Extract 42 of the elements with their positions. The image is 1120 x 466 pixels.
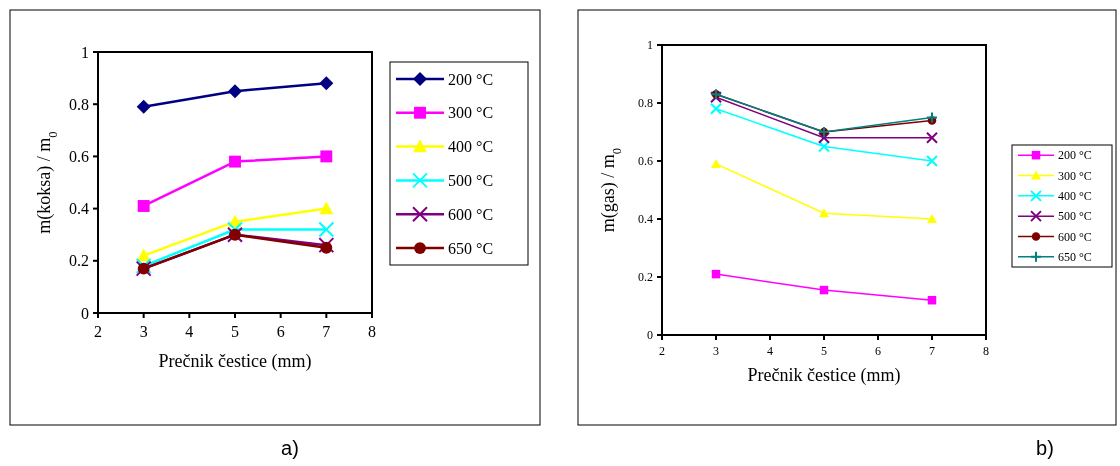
legend-label: 650 °C [448, 239, 494, 257]
x-axis-title: Prečnik čestice (mm) [747, 365, 901, 386]
y-tick-label: 0.6 [69, 148, 89, 165]
x-tick-label: 3 [139, 323, 148, 340]
legend-label: 500 °C [448, 172, 494, 190]
legend-label: 200 °C [1058, 148, 1092, 163]
x-tick-label: 2 [94, 323, 102, 340]
y-tick-label: 0.6 [638, 154, 653, 169]
y-tick-label: 1 [647, 38, 653, 53]
x-tick-label: 4 [767, 344, 773, 358]
y-tick-label: 0.2 [69, 252, 89, 270]
y-tick-label: 0 [81, 304, 89, 322]
y-tick-label: 1 [81, 43, 89, 61]
legend-label: 600 °C [1058, 229, 1092, 244]
legend-label: 400 °C [448, 138, 494, 156]
x-tick-label: 3 [713, 344, 719, 358]
x-tick-label: 5 [231, 323, 239, 340]
x-tick-label: 7 [322, 323, 331, 340]
legend-label: 650 °C [1058, 250, 1092, 265]
legend-label: 400 °C [1058, 189, 1092, 204]
legend-label: 600 °C [448, 205, 494, 223]
legend-label: 200 °C [448, 70, 494, 88]
x-tick-label: 5 [821, 344, 827, 358]
x-tick-label: 8 [368, 323, 376, 340]
y-tick-label: 0.2 [638, 270, 653, 285]
x-tick-label: 2 [659, 344, 665, 358]
y-tick-label: 0.4 [638, 212, 653, 227]
x-tick-label: 7 [929, 344, 935, 358]
x-tick-label: 4 [185, 323, 194, 340]
legend-label: 300 °C [448, 104, 494, 122]
x-tick-label: 6 [875, 344, 881, 358]
text: b) [1036, 437, 1054, 459]
y-tick-label: 0.8 [638, 96, 653, 111]
y-tick-label: 0.8 [69, 95, 89, 113]
x-axis-title: Prečnik čestice (mm) [158, 351, 312, 372]
x-tick-label: 8 [983, 344, 989, 358]
text: a) [281, 437, 299, 459]
y-tick-label: 0 [647, 328, 653, 343]
legend-label: 300 °C [1058, 168, 1092, 183]
x-tick-label: 6 [276, 323, 285, 340]
legend-label: 500 °C [1058, 209, 1092, 224]
y-tick-label: 0.4 [69, 200, 89, 218]
